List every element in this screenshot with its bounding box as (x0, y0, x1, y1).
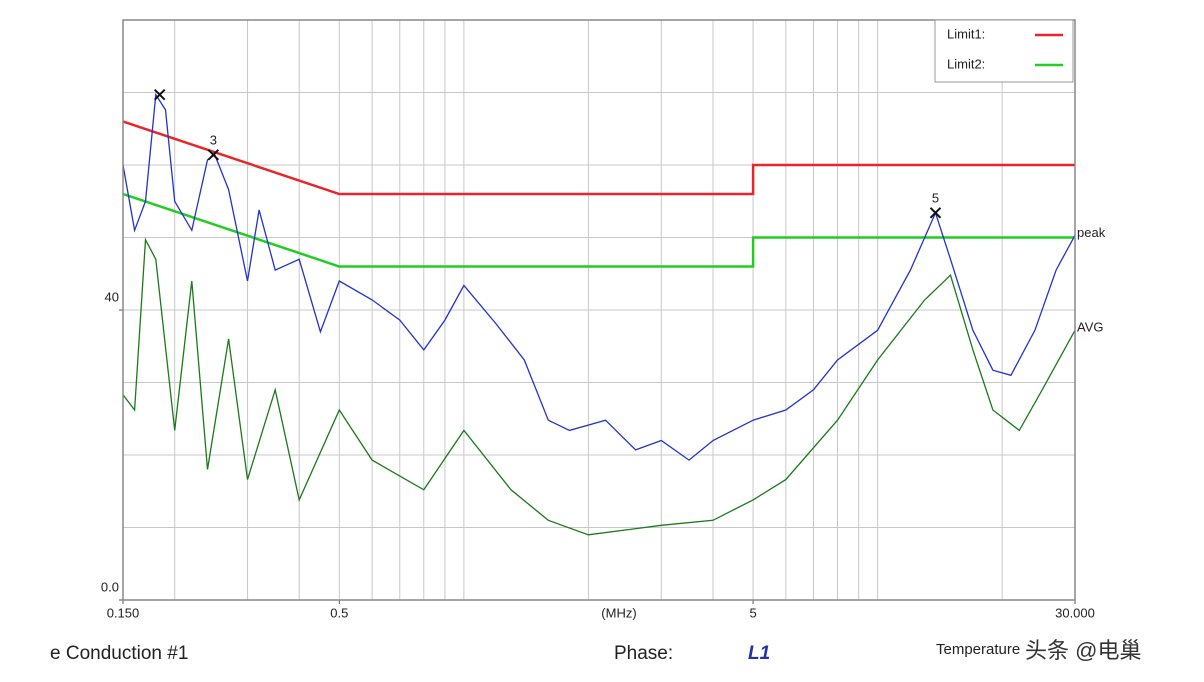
peak-marker (154, 88, 166, 101)
x-tick-label: 5 (749, 605, 756, 620)
x-tick-label: 30.000 (1055, 605, 1095, 620)
footer-title: e Conduction #1 (50, 643, 188, 664)
phase-value: L1 (748, 643, 770, 664)
peak-marker (929, 207, 942, 219)
legend-label: Limit2: (947, 56, 985, 71)
series-end-label: AVG (1077, 320, 1104, 335)
series-line (122, 237, 1076, 536)
x-axis-label: (MHz) (601, 605, 636, 620)
x-tick-label: 0.5 (330, 605, 348, 620)
watermark: 头条 @电巢 (1025, 638, 1141, 663)
y-tick-label: 0.0 (101, 579, 119, 594)
legend-box (934, 19, 1074, 83)
peak-marker (207, 149, 220, 161)
series-end-label: peak (1077, 225, 1106, 240)
x-tick-label: 0.150 (107, 605, 140, 620)
plot-border (122, 19, 1076, 601)
temperature-label: Temperature (936, 641, 1020, 658)
marker-label: 3 (210, 132, 217, 147)
series-line (122, 120, 1075, 196)
legend-label: Limit1: (947, 26, 985, 41)
y-tick-label: 40 (105, 289, 119, 304)
phase-label: Phase: (614, 643, 673, 664)
marker-label: 5 (932, 190, 939, 205)
